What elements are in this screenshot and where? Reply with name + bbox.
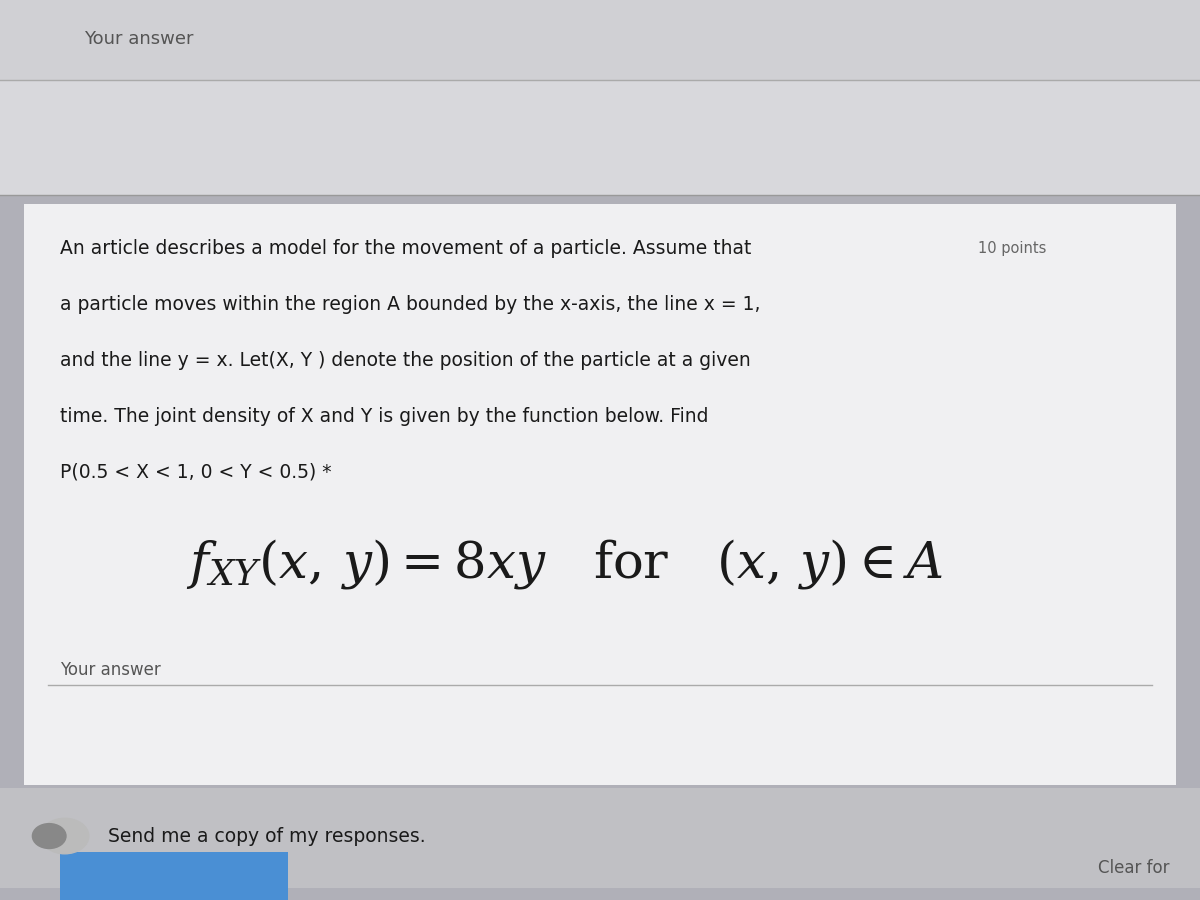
Text: and the line y = x. Let(X, Y ) denote the position of the particle at a given: and the line y = x. Let(X, Y ) denote th…: [60, 351, 751, 370]
Text: a particle moves within the region A bounded by the x-axis, the line x = 1,: a particle moves within the region A bou…: [60, 295, 761, 314]
Text: An article describes a model for the movement of a particle. Assume that: An article describes a model for the mov…: [60, 239, 751, 258]
Text: Clear for: Clear for: [1098, 859, 1170, 877]
Text: $\mathit{f}_{XY}(x,\, y) = 8xy \quad \mathrm{for} \quad (x,\, y) \in A$: $\mathit{f}_{XY}(x,\, y) = 8xy \quad \ma…: [186, 536, 942, 590]
Circle shape: [41, 818, 89, 854]
Bar: [60, 852, 288, 900]
Bar: [0, 788, 1200, 887]
Text: Your answer: Your answer: [60, 662, 161, 680]
Text: P(0.5 < X < 1, 0 < Y < 0.5) *: P(0.5 < X < 1, 0 < Y < 0.5) *: [60, 463, 331, 482]
Circle shape: [32, 824, 66, 849]
Bar: [24, 204, 1176, 786]
Text: Send me a copy of my responses.: Send me a copy of my responses.: [108, 826, 426, 845]
Bar: [0, 80, 1200, 195]
Text: Your answer: Your answer: [84, 30, 193, 48]
Text: 10 points: 10 points: [978, 241, 1046, 256]
Text: time. The joint density of X and Y is given by the function below. Find: time. The joint density of X and Y is gi…: [60, 407, 708, 426]
Bar: [0, 0, 1200, 80]
